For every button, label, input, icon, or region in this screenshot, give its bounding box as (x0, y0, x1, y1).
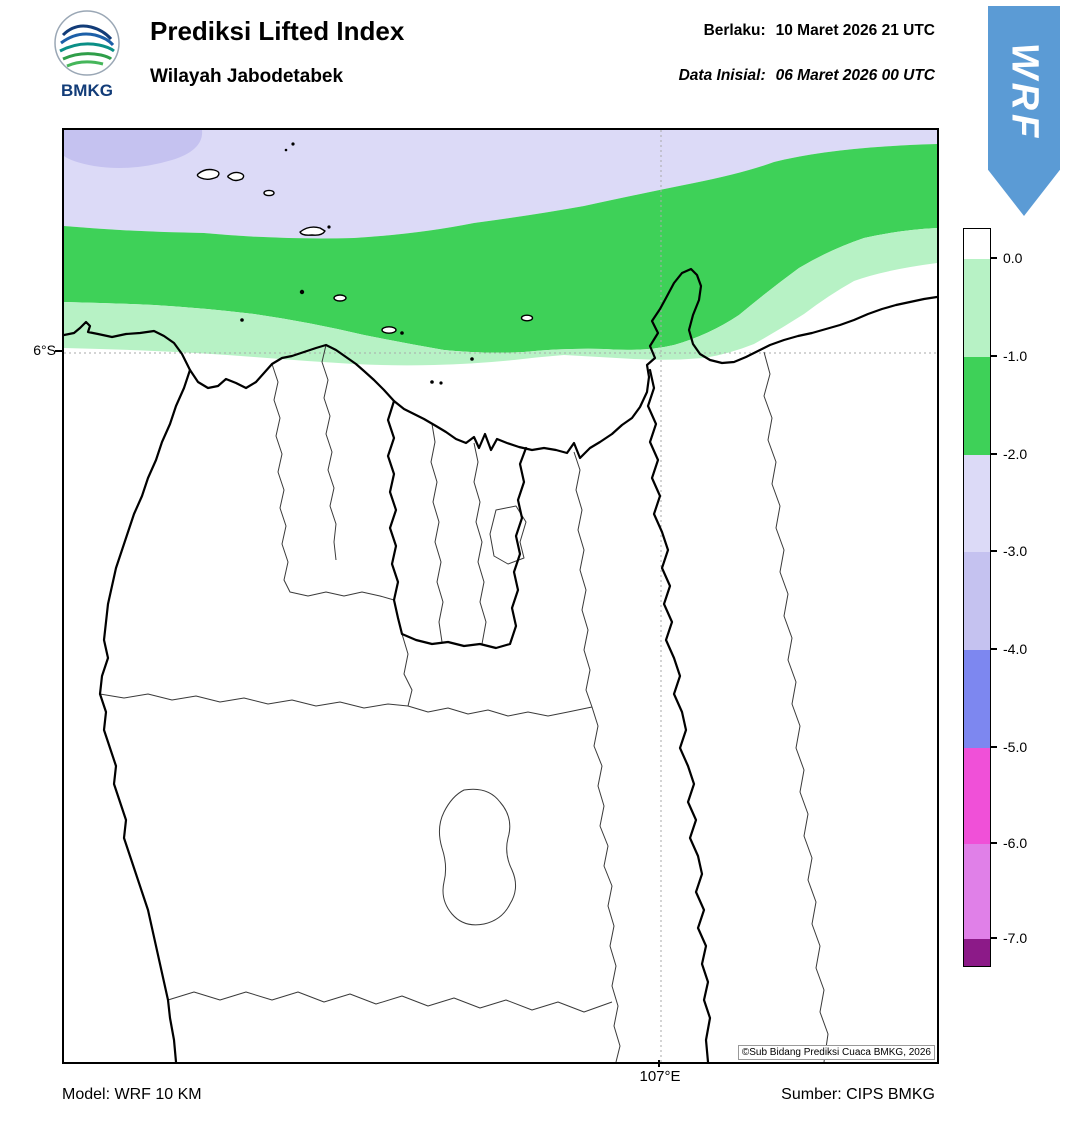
lon-tick-mark (658, 1060, 660, 1067)
colorbar-tick (991, 746, 997, 748)
colorbar-seg-m1-to-m2 (964, 357, 990, 455)
admin-boundaries-thin (99, 344, 829, 1062)
coastline (64, 267, 937, 460)
colorbar-tick-label: -3.0 (1003, 543, 1028, 559)
colorbar-seg-m2-to-m3 (964, 455, 990, 552)
colorbar-tick-label: 0.0 (1003, 250, 1023, 266)
colorbar-seg-above-0 (964, 229, 990, 259)
jakarta-boundary (386, 399, 528, 650)
map-frame: ©Sub Bidang Prediksi Cuaca BMKG, 2026 (62, 128, 939, 1064)
colorbar-tick-label: -2.0 (1003, 446, 1028, 462)
band-li-minus2-minus3 (64, 130, 937, 239)
model-info: Model: WRF 10 KM (62, 1086, 202, 1103)
valid-time-label: Berlaku: (703, 22, 766, 39)
colorbar-tick (991, 648, 997, 650)
band-li-0-minus1 (64, 228, 937, 366)
logo-text: BMKG (61, 81, 113, 100)
colorbar-seg-below-m7 (964, 939, 990, 966)
colorbar-tick (991, 550, 997, 552)
map-canvas (64, 130, 937, 1062)
colorbar-tick-label: -4.0 (1003, 641, 1028, 657)
colorbar-tick-label: -6.0 (1003, 835, 1028, 851)
colorbar-seg-m4-to-m5 (964, 650, 990, 748)
colorbar-tick (991, 453, 997, 455)
colorbar-tick (991, 257, 997, 259)
colorbar-tick-label: -1.0 (1003, 348, 1028, 364)
colorbar-tick-label: -5.0 (1003, 739, 1028, 755)
band-li-minus3-minus4 (64, 130, 203, 168)
colorbar-seg-m6-to-m7 (964, 844, 990, 939)
colorbar: 0.0 -1.0 -2.0 -3.0 -4.0 -5.0 -6.0 -7.0 (963, 228, 1068, 968)
colorbar-seg-m5-to-m6 (964, 748, 990, 844)
page-subtitle: Wilayah Jabodetabek (150, 66, 344, 87)
lon-tick-label: 107°E (639, 1068, 681, 1085)
colorbar-seg-0-to-m1 (964, 259, 990, 357)
lat-tick-mark (55, 350, 62, 352)
lat-tick-label: 6°S (33, 342, 56, 358)
initial-time-line: Data Inisial: 06 Maret 2026 00 UTC (515, 67, 935, 85)
time-info: Berlaku: 10 Maret 2026 21 UTC Data Inisia… (515, 22, 935, 85)
east-province-boundary (646, 368, 712, 1062)
colorbar-bar (963, 228, 991, 967)
west-province-boundary (98, 368, 192, 1062)
page-title: Prediksi Lifted Index (150, 16, 405, 46)
wrf-ribbon-label: WRF (1003, 42, 1046, 142)
bmkg-logo: BMKG (54, 10, 120, 100)
colorbar-tick (991, 355, 997, 357)
colorbar-seg-m3-to-m4 (964, 552, 990, 650)
colorbar-tick (991, 937, 997, 939)
source-info: Sumber: CIPS BMKG (781, 1086, 935, 1103)
wrf-ribbon: WRF (988, 6, 1060, 216)
valid-time-line: Berlaku: 10 Maret 2026 21 UTC (515, 22, 935, 40)
initial-time-label: Data Inisial: (678, 67, 766, 84)
colorbar-tick-label: -7.0 (1003, 930, 1028, 946)
initial-time-value: 06 Maret 2026 00 UTC (775, 67, 935, 84)
map-copyright: ©Sub Bidang Prediksi Cuaca BMKG, 2026 (737, 1045, 935, 1060)
islands (196, 142, 534, 385)
colorbar-tick (991, 842, 997, 844)
valid-time-value: 10 Maret 2026 21 UTC (775, 22, 935, 39)
province-boundaries-thick (64, 267, 937, 1062)
band-li-minus1-minus2 (64, 144, 937, 353)
